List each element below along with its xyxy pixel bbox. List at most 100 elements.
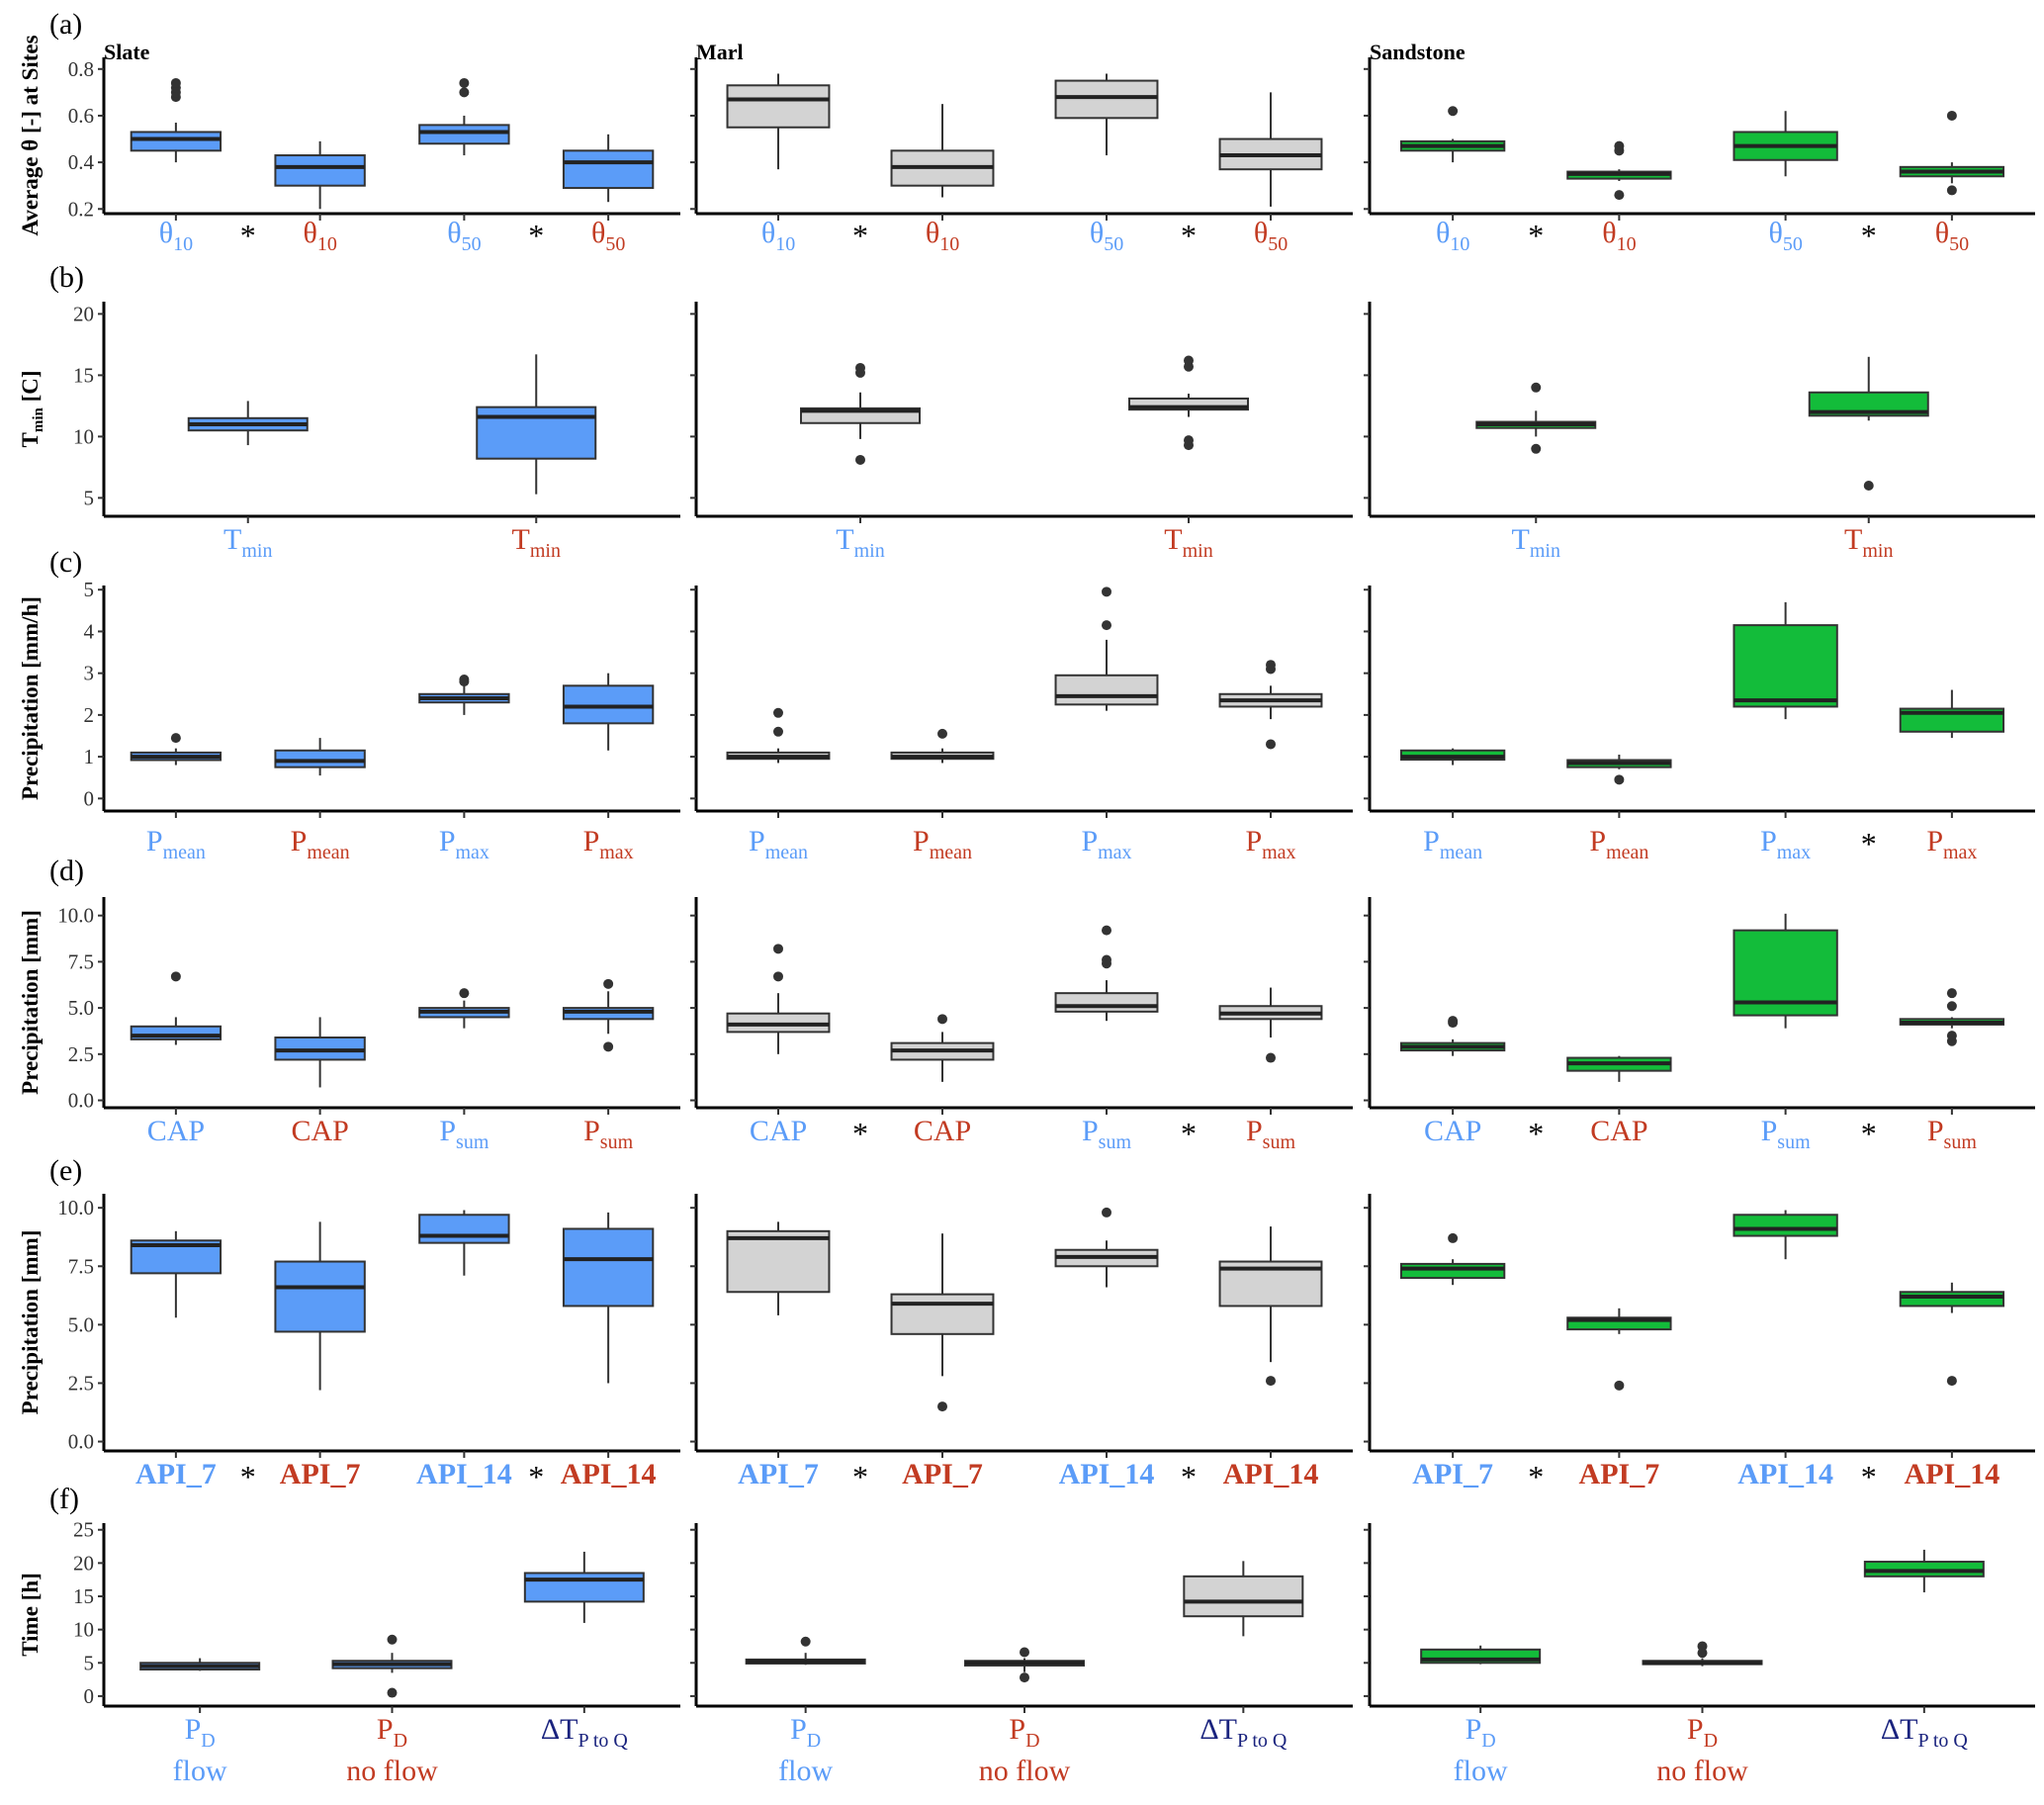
significance-star: * [1181,1116,1197,1151]
facet-sandstone: Tmin Tmin [1364,302,2035,562]
significance-star: * [852,1116,868,1151]
y-axis-label: Precipitation [mm] [18,1230,43,1415]
outlier-point [1020,1672,1029,1683]
outlier-point [1863,481,1874,491]
panel-5: (e) Precipitation [mm] 0.0 2.5 5.0 7.5 10.0 API… [18,1154,2035,1494]
y-tick-label: 5.0 [68,996,94,1020]
box [274,154,366,187]
facet-sandstone: API_7 API_7 API_14 API_14 * * [1364,1194,2035,1494]
significance-star: * [1861,218,1877,253]
y-tick-label: 2.5 [68,1042,94,1066]
panel-letter: (f) [49,1483,79,1515]
category-label: θ10 [159,217,193,255]
outlier-point [170,733,181,744]
category-label: Tmin [223,523,272,562]
category-label: API_14 [1223,1458,1319,1490]
y-tick-label: 5.0 [68,1312,94,1336]
significance-star: * [1861,1459,1877,1494]
y-tick-label: 5 [84,486,95,509]
category-label: Pmax [1760,825,1811,863]
outlier-point [1946,110,1957,121]
y-tick-label: 0 [84,1684,95,1708]
category-label: CAP [914,1115,971,1147]
category-label: θ50 [447,217,481,255]
box [890,1293,995,1335]
y-tick-label: 0.0 [68,1089,94,1113]
y-tick-label: 7.5 [68,949,94,973]
outlier-point [459,87,470,98]
significance-star: * [1181,1459,1197,1494]
category-label: Pmean [913,825,972,863]
box [418,124,510,145]
category-label: Pmean [1589,825,1648,863]
significance-star: * [1528,1116,1544,1151]
category-label-line2: flow [173,1755,227,1787]
box [274,749,366,768]
category-label: PD [185,1713,216,1752]
y-tick-label: 0.2 [68,197,94,221]
category-label: Pmax [1926,825,1977,863]
box [562,1227,655,1308]
facet-slate: 0 1 2 3 4 5 Pmean Pmean Pmax Pmax [84,578,680,863]
significance-star: * [1861,826,1877,861]
category-label: Psum [1082,1115,1131,1153]
box [726,84,831,129]
facet-slate: 0.0 2.5 5.0 7.5 10.0 CAP CAP Psum Psum [57,897,680,1153]
outlier-point [773,944,783,954]
outlier-point [459,988,470,999]
category-label: PD [1009,1713,1039,1752]
outlier-point [1266,660,1276,671]
y-tick-label: 20 [73,1551,94,1575]
outlier-point [387,1634,398,1645]
outlier-point [1184,435,1194,446]
y-axis-label: Precipitation [mm/h] [18,596,43,800]
category-label: CAP [147,1115,205,1147]
category-label: θ10 [926,217,959,255]
category-label: θ50 [1254,217,1288,255]
category-label: θ50 [591,217,625,255]
y-tick-label: 10 [73,424,94,448]
significance-star: * [852,218,868,253]
significance-star: * [1528,1459,1544,1494]
y-tick-label: 5 [84,578,95,601]
y-tick-label: 2 [84,703,95,727]
outlier-point [387,1687,398,1698]
outlier-point [773,971,783,982]
panel-letter: (c) [49,546,82,579]
category-label: API_14 [1737,1458,1833,1490]
category-label: Tmin [1844,523,1893,562]
outlier-point [1614,190,1625,201]
significance-star: * [1861,1116,1877,1151]
y-tick-label: 2.5 [68,1371,94,1395]
y-tick-label: 0.8 [68,57,94,81]
y-tick-label: 0.4 [68,150,95,174]
category-label: Pmax [1081,825,1131,863]
y-tick-label: 20 [73,302,94,325]
category-label: ΔTP to Q [1200,1713,1288,1752]
category-label: PD [790,1713,821,1752]
category-label: Pmean [146,825,206,863]
panel-4: (d)Precipitation [mm] 0.0 2.5 5.0 7.5 10.0 CAP… [18,855,2035,1153]
category-label: θ10 [303,217,336,255]
significance-star: * [1528,218,1544,253]
outlier-point [1697,1641,1708,1652]
category-label-line2: flow [1454,1755,1508,1787]
significance-star: * [528,218,544,253]
outlier-point [855,362,865,373]
panel-1: (a)Average θ [-] at Sites 0.2 0.4 0.6 0.8 θ10… [18,8,2035,255]
box [1733,1214,1838,1237]
y-tick-label: 0.6 [68,104,94,128]
category-label: CAP [750,1115,807,1147]
facet-sandstone: CAP CAP Psum Psum * * [1364,897,2035,1153]
category-label: ΔTP to Q [1881,1713,1969,1752]
box [1128,397,1249,411]
panel-letter: (b) [49,261,84,294]
category-label: Psum [1927,1115,1977,1153]
box [130,131,222,152]
box [1183,1575,1304,1618]
category-label: Psum [583,1115,633,1153]
